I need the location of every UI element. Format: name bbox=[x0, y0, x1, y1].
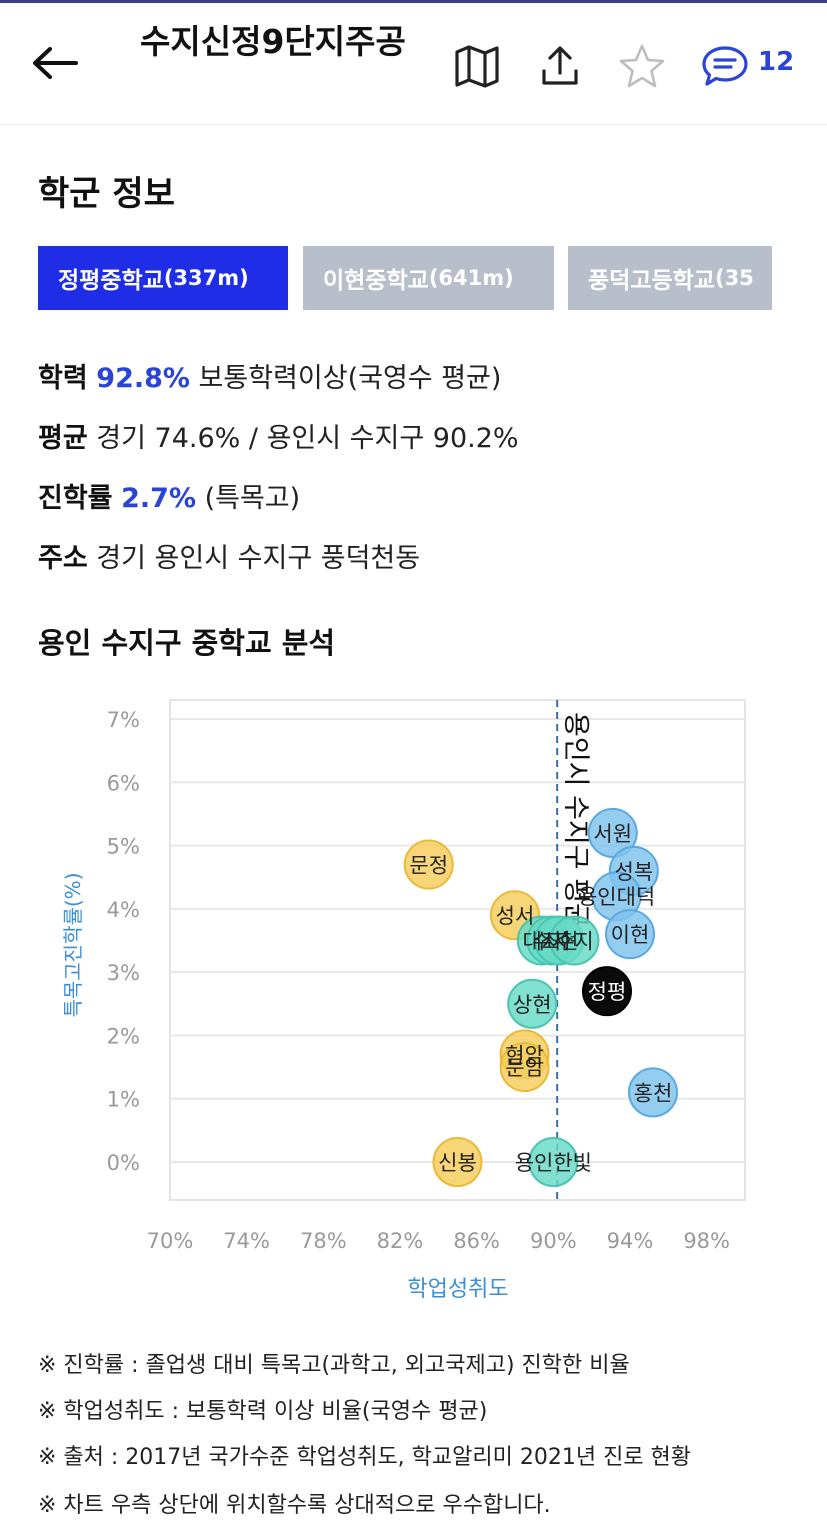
chart-title: 용인 수지구 중학교 분석 bbox=[38, 626, 336, 660]
advancement-desc: (특목고) bbox=[196, 483, 301, 514]
data-point bbox=[507, 978, 558, 1029]
x-tick-label: 78% bbox=[300, 1229, 347, 1253]
average-row: 평균 경기 74.6% / 용인시 수지구 90.2% bbox=[38, 416, 519, 455]
y-axis-title: 특목고진학률(%) bbox=[61, 872, 85, 1017]
tab-pungdeok-high[interactable]: 풍덕고등학교 (35 bbox=[568, 246, 772, 310]
academic-label: 학력 bbox=[38, 363, 88, 394]
tab-ihyeon-middle[interactable]: 이현중학교 (641m) bbox=[303, 246, 554, 310]
x-tick-label: 98% bbox=[683, 1229, 730, 1253]
tab-distance: (35 bbox=[714, 266, 754, 290]
footnote-guide: ※ 차트 우측 상단에 위치할수록 상대적으로 우수합니다. bbox=[38, 1493, 551, 1518]
data-point bbox=[432, 1137, 483, 1188]
data-point-label: 상현 bbox=[513, 993, 552, 1017]
data-point-label: 수지 bbox=[532, 930, 571, 954]
footnote-achievement: ※ 학업성취도 : 보통학력 이상 비율(국영수 평균) bbox=[38, 1399, 488, 1424]
y-tick-label: 6% bbox=[107, 771, 140, 795]
page-title: 수지신정9단지주공 bbox=[140, 22, 406, 61]
academic-value: 92.8% bbox=[96, 363, 190, 394]
scatter-chart: 0% 1% 2% 3% 4% 5% 6% 7% 70% 74% 78% 82% 86% 90% 94% 98%… bbox=[61, 699, 746, 1302]
data-point bbox=[628, 1067, 678, 1118]
x-tick-label: 94% bbox=[607, 1229, 654, 1253]
back-button[interactable] bbox=[30, 41, 86, 85]
address-desc: 경기 용인시 수지구 풍덕천동 bbox=[87, 543, 421, 574]
back-arrow-icon bbox=[33, 47, 78, 79]
data-point-label: 정평 bbox=[588, 980, 627, 1004]
x-tick-label: 70% bbox=[147, 1229, 194, 1253]
comment-button[interactable] bbox=[700, 41, 750, 91]
tab-jeongpyeong-middle[interactable]: 정평중학교 (337m) bbox=[38, 246, 288, 310]
tab-distance: (641m) bbox=[428, 266, 514, 290]
tab-distance: (337m) bbox=[163, 266, 249, 290]
comment-icon bbox=[702, 46, 748, 86]
share-icon bbox=[542, 46, 578, 85]
data-point-label: 성서 bbox=[496, 904, 535, 928]
reference-line-label: 용인시 수지구 평균 bbox=[560, 712, 591, 928]
map-icon bbox=[455, 45, 499, 88]
data-point-label: 문암 bbox=[505, 1056, 544, 1080]
tab-label: 풍덕고등학교 bbox=[588, 268, 715, 294]
y-tick-label: 5% bbox=[107, 835, 140, 859]
share-button[interactable] bbox=[535, 41, 585, 91]
data-point bbox=[587, 807, 638, 858]
data-point-label: 서원 bbox=[593, 822, 632, 846]
advancement-label: 진학률 bbox=[38, 483, 113, 514]
y-tick-label: 0% bbox=[107, 1151, 140, 1175]
data-point-label: 문정 bbox=[409, 854, 448, 878]
data-point bbox=[582, 966, 632, 1017]
tab-label: 이현중학교 bbox=[323, 268, 429, 294]
map-button[interactable] bbox=[452, 41, 502, 91]
x-tick-label: 82% bbox=[377, 1229, 424, 1253]
data-point-label: 수지 bbox=[555, 930, 594, 954]
y-tick-label: 7% bbox=[107, 708, 140, 732]
academic-desc: 보통학력이상(국영수 평균) bbox=[189, 363, 502, 394]
address-label: 주소 bbox=[38, 543, 88, 574]
data-point-label: 현암 bbox=[505, 1043, 544, 1067]
data-point-label: 이현 bbox=[611, 923, 650, 947]
data-point bbox=[549, 915, 600, 966]
comment-count[interactable]: 12 bbox=[758, 47, 795, 77]
y-tick-label: 1% bbox=[107, 1088, 140, 1112]
data-point bbox=[499, 1042, 550, 1093]
data-point bbox=[605, 909, 655, 960]
advancement-value: 2.7% bbox=[121, 483, 197, 514]
favorite-button[interactable] bbox=[617, 41, 667, 91]
star-icon bbox=[619, 44, 665, 88]
data-point-label: 대지 bbox=[523, 930, 562, 954]
plot-area bbox=[169, 699, 746, 1201]
app-header: 수지신정9단지주공 12 bbox=[0, 3, 827, 125]
footnote-source: ※ 출처 : 2017년 국가수준 학업성취도, 학교알리미 2021년 진로 … bbox=[38, 1445, 692, 1470]
academic-rate-row: 학력 92.8% 보통학력이상(국영수 평균) bbox=[38, 356, 501, 395]
y-tick-label: 4% bbox=[107, 898, 140, 922]
data-point-label: 용인한빛 bbox=[515, 1151, 592, 1175]
address-row: 주소 경기 용인시 수지구 풍덕천동 bbox=[38, 536, 420, 575]
x-tick-label: 74% bbox=[223, 1229, 270, 1253]
data-point-label: 홍천 bbox=[634, 1081, 673, 1105]
average-desc: 경기 74.6% / 용인시 수지구 90.2% bbox=[87, 423, 519, 454]
advancement-rate-row: 진학률 2.7% (특목고) bbox=[38, 476, 300, 515]
x-tick-label: 86% bbox=[453, 1229, 500, 1253]
data-point-label: 신봉 bbox=[438, 1151, 477, 1175]
y-tick-label: 2% bbox=[107, 1024, 140, 1048]
data-point-label: 성복 bbox=[615, 860, 654, 884]
school-tabs: 정평중학교 (337m) 이현중학교 (641m) 풍덕고등학교 (35 bbox=[38, 246, 772, 310]
top-accent-line bbox=[0, 0, 827, 3]
x-tick-label: 90% bbox=[530, 1229, 577, 1253]
y-tick-label: 3% bbox=[107, 961, 140, 985]
tab-label: 정평중학교 bbox=[58, 268, 164, 294]
average-label: 평균 bbox=[38, 423, 88, 454]
data-point bbox=[528, 1137, 579, 1188]
footnote-advancement: ※ 진학률 : 졸업생 대비 특목고(과학고, 외고국제고) 진학한 비율 bbox=[38, 1353, 630, 1378]
section-title: 학군 정보 bbox=[38, 174, 175, 214]
x-axis-title: 학업성취도 bbox=[407, 1277, 508, 1302]
data-point-label: 용인대덕 bbox=[578, 885, 655, 909]
data-point bbox=[403, 839, 454, 890]
data-point-label: 소현 bbox=[540, 930, 579, 954]
